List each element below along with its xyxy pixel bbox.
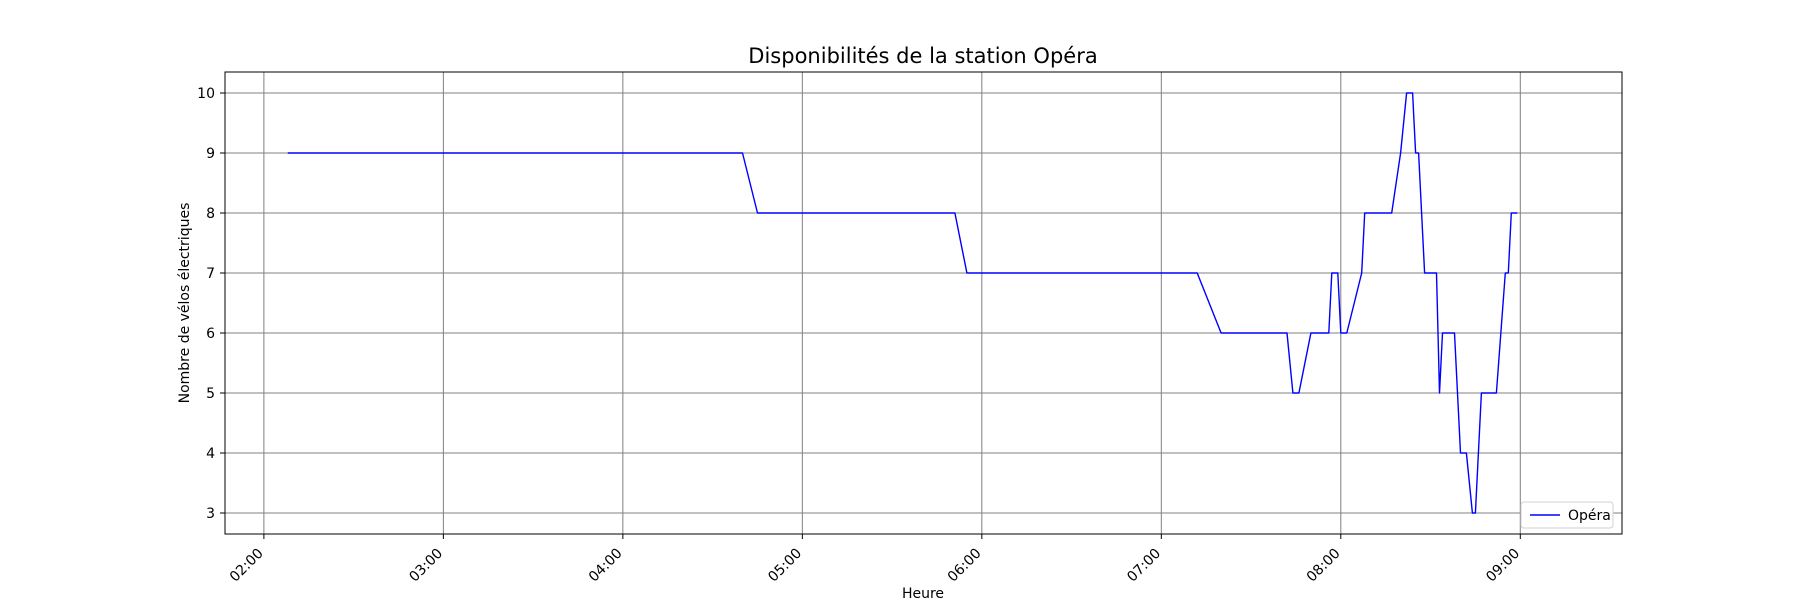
plot-frame bbox=[224, 71, 1623, 535]
series-group bbox=[287, 92, 1518, 514]
x-axis-label: Heure bbox=[902, 586, 944, 600]
x-tick-label: 03:00 bbox=[406, 546, 446, 586]
legend: Opéra bbox=[1520, 501, 1614, 529]
x-tick-label: 05:00 bbox=[765, 546, 805, 586]
x-axis-ticks: 02:00 03:00 04:00 05:00 06:00 07:00 08:00 09:00 bbox=[227, 534, 1523, 585]
chart-title: Disponibilités de la station Opéra bbox=[748, 44, 1097, 68]
y-tick-label: 7 bbox=[206, 266, 215, 282]
series-line-opera bbox=[287, 92, 1518, 514]
y-tick-label: 9 bbox=[206, 146, 215, 162]
x-tick-label: 09:00 bbox=[1483, 546, 1523, 586]
y-tick-label: 6 bbox=[206, 326, 215, 342]
y-tick-label: 3 bbox=[206, 506, 215, 522]
x-tick-label: 06:00 bbox=[945, 546, 985, 586]
grid bbox=[225, 72, 1622, 534]
legend-label-opera: Opéra bbox=[1568, 508, 1611, 524]
y-tick-label: 5 bbox=[206, 386, 215, 402]
y-tick-label: 10 bbox=[197, 86, 215, 102]
x-tick-label: 04:00 bbox=[586, 546, 626, 586]
x-tick-label: 08:00 bbox=[1304, 546, 1344, 586]
y-axis-ticks: 3 4 5 6 7 8 9 10 bbox=[197, 86, 225, 522]
y-axis-label: Nombre de vélos électriques bbox=[177, 203, 193, 404]
legend-box bbox=[1520, 501, 1614, 529]
y-tick-label: 4 bbox=[206, 446, 215, 462]
x-tick-label: 02:00 bbox=[227, 546, 267, 586]
x-tick-label: 07:00 bbox=[1124, 546, 1164, 586]
y-tick-label: 8 bbox=[206, 206, 215, 222]
